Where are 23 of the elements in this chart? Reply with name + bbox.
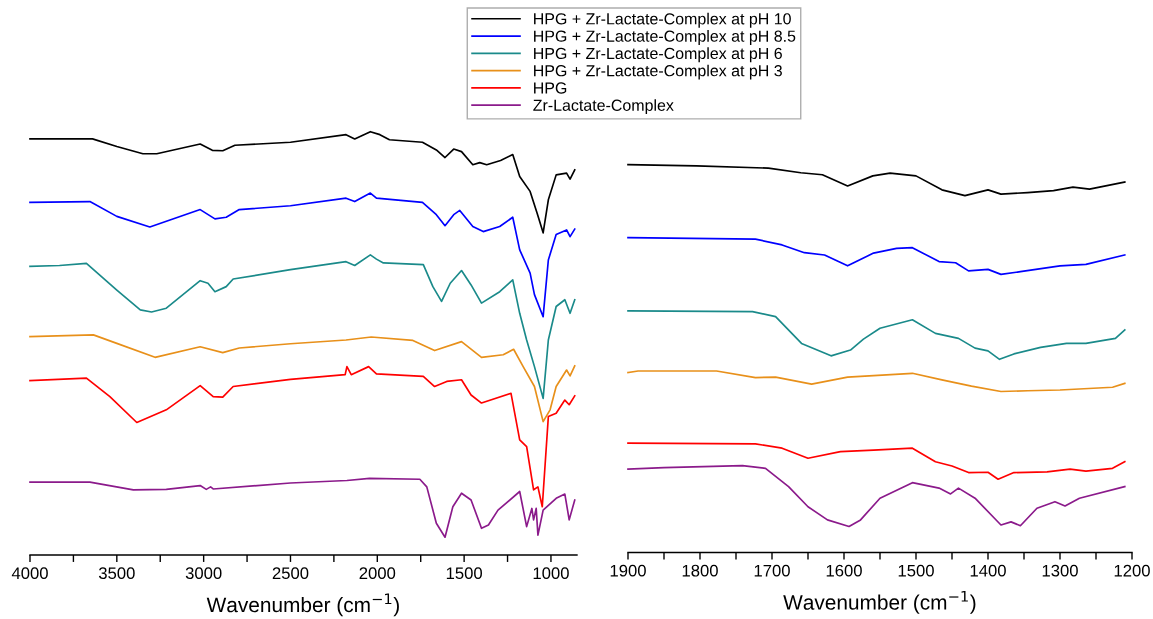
x-tick-label: 1800 [682,564,718,577]
x-tick-label: 1300 [1042,564,1078,577]
x-tick-label: 1700 [754,564,790,577]
x-tick-label: 1200 [1114,564,1150,577]
x-tick-label: 1500 [898,564,934,577]
x-tick-label: 1000 [533,567,569,580]
legend-label: HPG + Zr-Lactate-Complex at pH 8.5 [534,30,796,45]
x-tick-label: 3500 [98,567,135,580]
x-tick-label: 1500 [446,567,483,580]
x-tick-label: 2500 [272,567,309,580]
x-axis-title: Wavenumber (cm$^{−1}$) [783,590,976,614]
legend-label: Zr-Lactate-Complex [533,99,674,115]
x-tick-label: 1900 [610,564,646,577]
x-axis-title: Wavenumber (cm$^{−1}$) [206,593,399,617]
x-tick-label: 3000 [185,567,222,580]
legend-label: HPG + Zr-Lactate-Complex at pH 10 [534,12,791,28]
x-tick-label: 2000 [359,567,396,580]
legend-label: HPG + Zr-Lactate-Complex at pH 3 [534,64,782,80]
x-tick-label: 1600 [826,564,862,577]
legend-label: HPG + Zr-Lactate-Complex at pH 6 [534,47,782,63]
x-tick-label: 4000 [11,567,48,580]
legend-label: HPG [534,82,567,94]
x-tick-label: 1400 [970,564,1006,577]
